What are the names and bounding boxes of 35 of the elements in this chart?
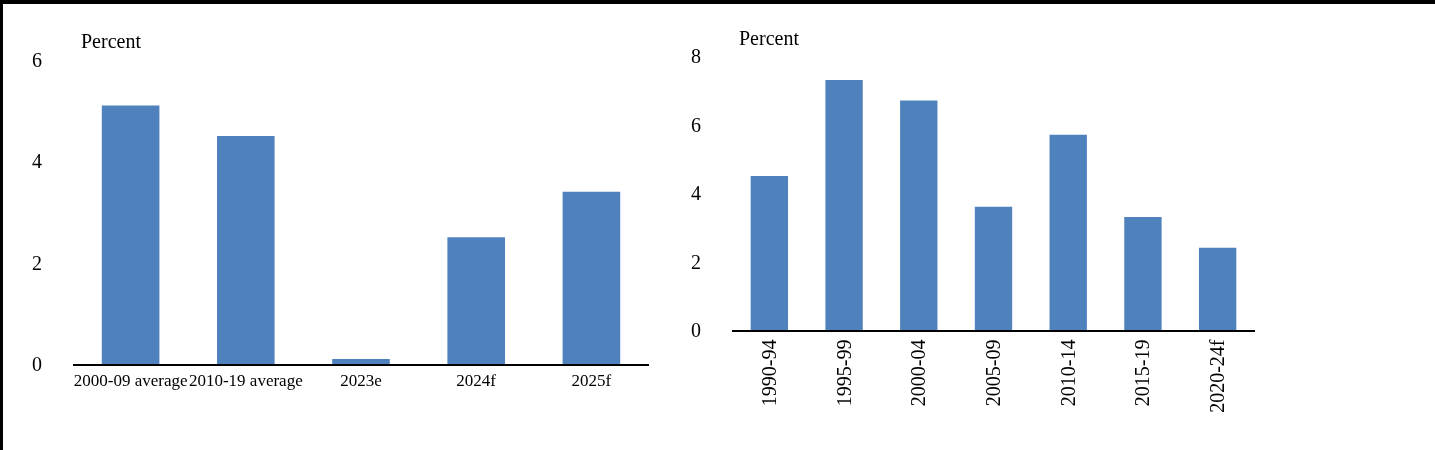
x-tick-label: 2024f — [456, 370, 497, 390]
x-tick-label: 2010-19 average — [188, 370, 303, 390]
x-tick-label: 2010-14 — [1056, 339, 1079, 407]
x-tick-label: 1990-94 — [757, 339, 780, 407]
x-tick-label: 2000-04 — [907, 339, 930, 407]
bar — [101, 105, 160, 364]
bar — [562, 191, 621, 364]
bar — [974, 206, 1013, 330]
y-tick-label: 2 — [691, 250, 701, 273]
x-tick-label: 2015-19 — [1131, 339, 1154, 407]
bar — [1198, 247, 1237, 330]
x-tick-label: 1995-99 — [832, 339, 855, 407]
bar — [217, 136, 275, 364]
bar — [332, 358, 390, 364]
x-tick-label: 2020-24f — [1206, 339, 1229, 413]
y-tick-label: 0 — [32, 353, 42, 375]
y-tick-label: 4 — [691, 182, 701, 204]
bar — [1049, 134, 1087, 330]
y-axis-title: Percent — [739, 27, 800, 49]
y-tick-label: 2 — [32, 251, 42, 274]
bar — [1124, 216, 1162, 330]
x-tick-label: 2025f — [571, 370, 612, 390]
bar — [750, 175, 789, 330]
y-tick-label: 6 — [691, 113, 701, 136]
x-tick-label: 2023e — [340, 370, 382, 390]
bar — [900, 100, 938, 330]
bar — [825, 79, 863, 330]
y-tick-label: 0 — [691, 319, 701, 341]
y-tick-label: 6 — [32, 49, 42, 71]
x-tick-label: 2000-09 average — [73, 370, 188, 390]
y-tick-label: 4 — [32, 150, 42, 173]
y-tick-label: 8 — [691, 45, 701, 67]
x-tick-label: 2005-09 — [982, 339, 1004, 407]
y-axis-title: Percent — [81, 30, 142, 52]
bar — [447, 237, 505, 364]
